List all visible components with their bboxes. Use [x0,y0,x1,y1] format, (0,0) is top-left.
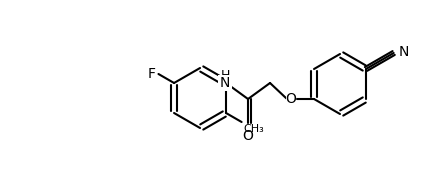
Text: O: O [243,129,253,143]
Text: H: H [220,68,230,82]
Text: N: N [399,45,409,59]
Text: F: F [147,67,156,81]
Text: N: N [220,76,230,90]
Text: O: O [286,92,296,106]
Text: CH₃: CH₃ [244,124,264,134]
